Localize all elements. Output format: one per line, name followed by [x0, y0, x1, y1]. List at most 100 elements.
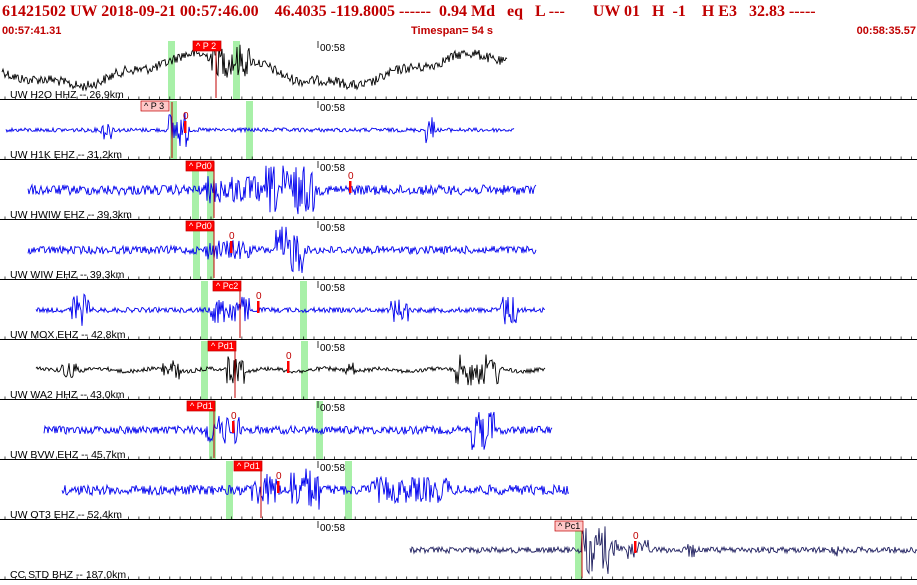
phase-pick-label: ^ Pd1	[237, 461, 260, 471]
phase-window-highlight	[226, 461, 233, 520]
waveform-trace	[27, 165, 537, 215]
trace-panel[interactable]: ^ Pd1 0 00:58 UW WA2 HHZ -- 43,0km	[0, 340, 917, 401]
trace-panel[interactable]: ^ Pd0 000:58 UW HWIW EHZ -- 39,3km	[0, 160, 917, 221]
event-type: eq	[507, 3, 523, 20]
h-flag: H	[652, 3, 665, 20]
station-label: UW OT3 EHZ -- 52,4km	[10, 509, 122, 521]
phase-pick-box[interactable]	[192, 40, 222, 52]
event-id: 61421502	[2, 3, 66, 20]
coda-zero-label: 0	[348, 171, 354, 182]
separator-ticks	[4, 396, 912, 400]
phase-window-highlight	[168, 41, 175, 100]
trace-panel[interactable]: ^ Pd1 0 00:58 UW OT3 EHZ -- 52,4km	[0, 460, 917, 521]
separator-ticks	[4, 156, 912, 160]
time-tick-label: 00:58	[320, 523, 345, 534]
time-tick-label: 00:58	[320, 223, 345, 234]
trace-panel[interactable]: ^ Pc2 0 00:58 UW MOX EHZ -- 42,8km	[0, 280, 917, 341]
phase-window-highlight	[301, 341, 308, 400]
station-label: UW MOX EHZ -- 42,8km	[10, 329, 126, 341]
timespan-value: 54 s	[471, 25, 494, 37]
timespan: Timespan= 54 s	[411, 25, 493, 37]
phase-window-highlight	[246, 101, 253, 160]
origin-code: UW 01	[592, 3, 641, 20]
station-label: UW WA2 HHZ -- 43,0km	[10, 389, 125, 401]
coda-zero-label: 0	[229, 231, 235, 242]
depth: ------	[399, 3, 431, 20]
phase-pick-label: ^ Pd1	[211, 341, 234, 351]
trace-panel[interactable]: ^ P 2 00:58 UW H2O HHZ -- 26,9km	[0, 40, 917, 101]
time-tick-label: 00:58	[320, 283, 345, 294]
time-tick-label: 00:58	[320, 43, 345, 54]
event-summary-line: 61421502 UW 2018-09-21 00:57:46.00 46.40…	[2, 3, 816, 21]
phase-pick-box[interactable]	[233, 460, 263, 472]
phase-pick-box[interactable]	[554, 520, 584, 532]
station-label: CC STD BHZ -- 187,0km	[10, 569, 126, 580]
h-e3-field: H E3	[701, 3, 737, 20]
waveform-trace	[35, 293, 546, 326]
coda-marker[interactable]	[184, 121, 187, 133]
phase-pick-label: ^ Pc1	[558, 521, 580, 531]
separator-ticks	[4, 456, 912, 460]
station-label: UW HWIW EHZ -- 39,3km	[10, 209, 132, 221]
coda-marker[interactable]	[277, 481, 280, 493]
start-time: 00:57:41.31	[2, 25, 62, 37]
trace-panel[interactable]: ^ Pd0 0 00:58 UW WIW EHZ -- 39,3km	[0, 220, 917, 281]
phase-pick-box[interactable]	[186, 400, 216, 412]
network-code: UW	[70, 3, 98, 20]
timespan-label: Timespan=	[411, 25, 469, 37]
event-header: 61421502 UW 2018-09-21 00:57:46.00 46.40…	[0, 0, 917, 40]
phase-pick-label: ^ P 3	[144, 101, 164, 111]
station-label: UW H2O HHZ -- 26,9km	[10, 89, 124, 101]
magnitude-type: Md	[471, 3, 495, 20]
coda-marker[interactable]	[232, 421, 235, 433]
separator-ticks	[4, 516, 912, 520]
phase-window-highlight	[300, 281, 307, 340]
phase-pick-label: ^ Pd1	[190, 401, 213, 411]
longitude: -119.8005	[330, 3, 396, 20]
coda-zero-label: 0	[183, 111, 189, 122]
coda-marker[interactable]	[230, 241, 233, 253]
phase-window-highlight	[316, 401, 323, 460]
phase-pick-box[interactable]	[185, 220, 215, 232]
waveform-trace	[1, 42, 508, 92]
waveform-trace	[43, 411, 553, 450]
coda-marker[interactable]	[257, 301, 260, 313]
separator-ticks	[4, 216, 912, 220]
phase-pick-label: ^ Pd0	[189, 161, 212, 171]
coda-zero-label: 0	[633, 531, 639, 542]
separator-ticks	[4, 96, 912, 100]
coda-zero-label: 0	[286, 351, 292, 362]
trace-panel[interactable]: ^ Pc1 0 00:58 CC STD BHZ -- 187,0km	[0, 520, 917, 581]
coda-marker[interactable]	[349, 181, 352, 193]
time-tick-label: 00:58	[320, 103, 345, 114]
seismogram-panels[interactable]: ^ P 2 00:58 UW H2O HHZ -- 26,9km ^ P 3 0 00:5…	[0, 40, 917, 581]
separator-ticks	[4, 336, 912, 340]
phase-pick-box[interactable]	[207, 340, 237, 352]
station-label: UW H1K EHZ -- 31,2km	[10, 149, 122, 161]
waveform-trace	[61, 468, 570, 510]
phase-pick-box[interactable]	[185, 160, 215, 172]
phase-pick-box[interactable]	[140, 100, 170, 112]
latitude: 46.4035	[274, 3, 327, 20]
station-label: UW WIW EHZ -- 39,3km	[10, 269, 125, 281]
phase-pick-box[interactable]	[212, 280, 242, 292]
coda-marker[interactable]	[634, 541, 637, 553]
coda-marker[interactable]	[287, 361, 290, 373]
coda-zero-label: 0	[276, 471, 282, 482]
waveform-trace	[35, 354, 546, 386]
time-tick-label: 00:58	[320, 463, 345, 474]
trace-panel[interactable]: ^ Pd1 0 00:58 UW BVW EHZ -- 45,7km	[0, 400, 917, 461]
separator-ticks	[4, 576, 912, 580]
phase-window-highlight	[233, 41, 240, 100]
number-field: -1	[672, 3, 686, 20]
trace-panel[interactable]: ^ P 3 0 00:58 UW H1K EHZ -- 31,2km	[0, 100, 917, 161]
coda-zero-label: 0	[231, 411, 237, 422]
phase-window-highlight	[201, 281, 208, 340]
location-flag: L	[535, 3, 545, 20]
waveform-trace	[409, 526, 917, 575]
phase-pick-label: ^ Pd0	[189, 221, 212, 231]
time-tick-label: 00:58	[320, 403, 345, 414]
phase-pick-label: ^ Pc2	[216, 281, 238, 291]
value-field: 32.83	[748, 3, 785, 20]
